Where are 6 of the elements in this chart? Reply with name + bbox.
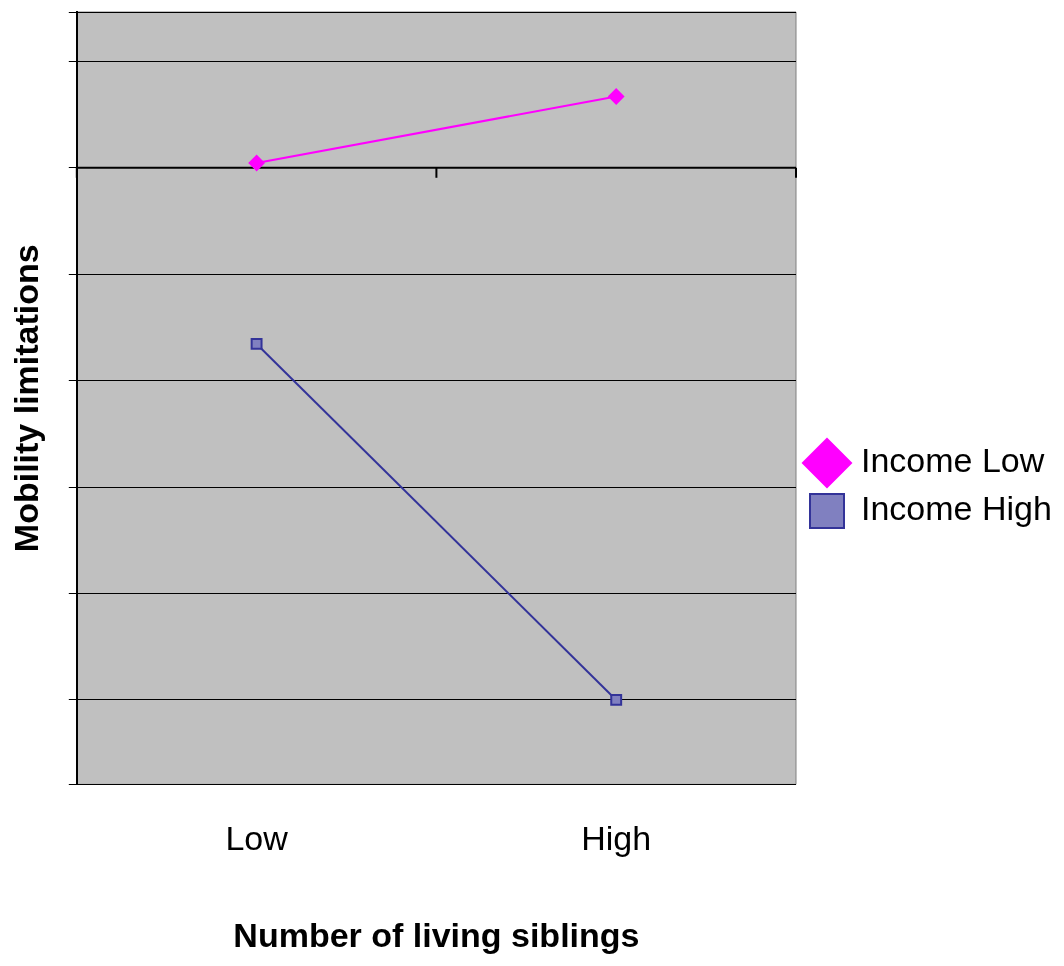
y-axis-title: Mobility limitations bbox=[6, 244, 45, 553]
x-axis-title: Number of living siblings bbox=[233, 915, 640, 954]
legend-label: Income Low bbox=[861, 441, 1045, 480]
legend-label: Income High bbox=[861, 489, 1052, 528]
x-tick-label: Low bbox=[225, 819, 289, 858]
x-tick-label: High bbox=[581, 819, 652, 858]
